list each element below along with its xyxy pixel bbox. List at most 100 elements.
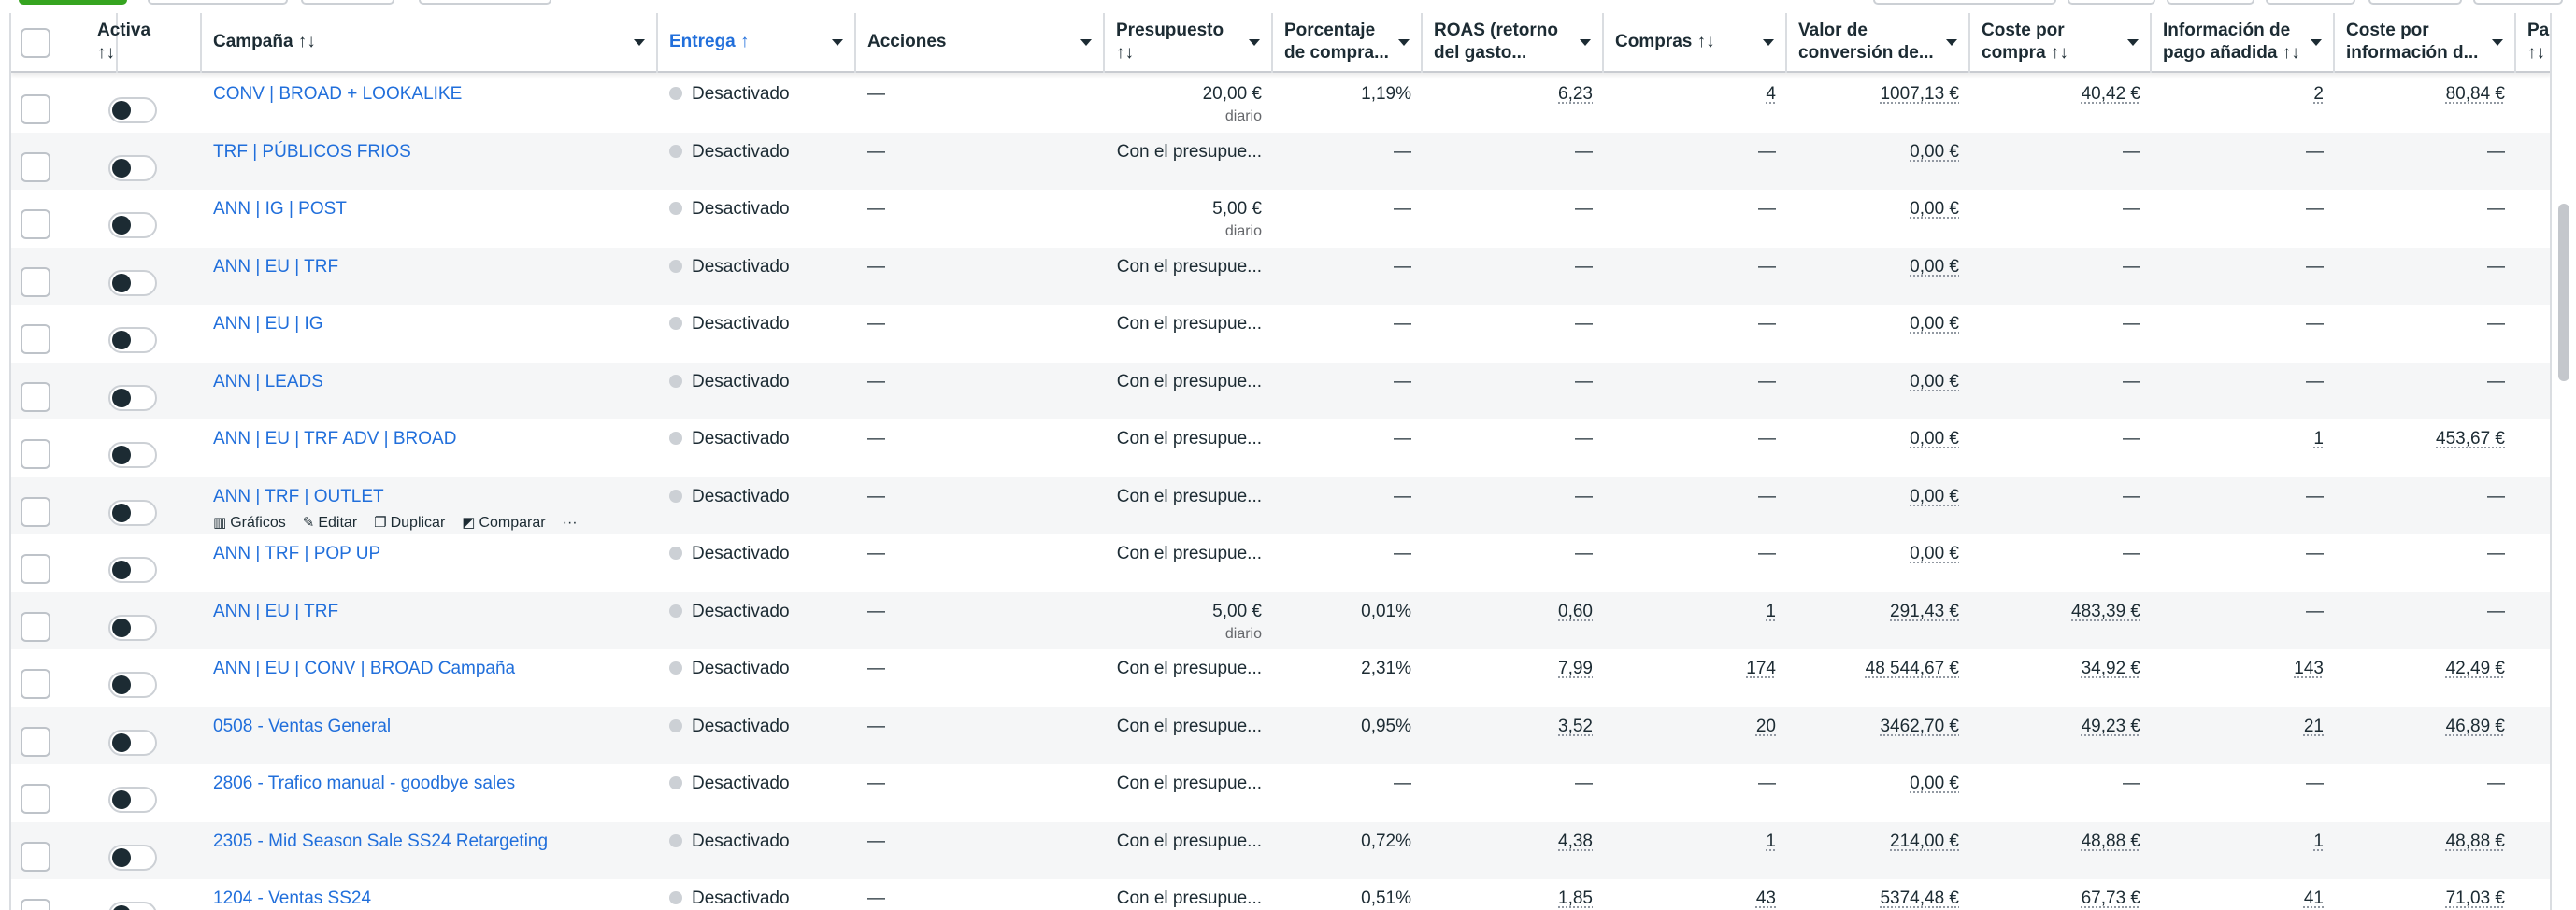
row-checkbox[interactable] <box>21 899 50 910</box>
chevron-down-icon[interactable] <box>1580 39 1591 46</box>
active-toggle[interactable] <box>108 269 157 296</box>
active-toggle[interactable] <box>108 614 157 641</box>
table-row[interactable]: TRF | PÚBLICOS FRIOS Desactivado — Con el p… <box>11 132 2550 190</box>
campaign-name-link[interactable]: 0508 - Ventas General <box>213 716 392 736</box>
charts-button[interactable]: ▥ Gráficos <box>213 515 286 531</box>
chevron-down-icon[interactable] <box>832 39 843 46</box>
active-toggle[interactable] <box>108 499 157 526</box>
toolbar-button[interactable] <box>2266 0 2355 5</box>
campaign-name-link[interactable]: ANN | EU | TRF ADV | BROAD <box>213 429 457 448</box>
column-header-info-pago[interactable]: Información de pago añadida ↑↓ <box>2152 13 2335 73</box>
table-row[interactable]: ANN | EU | CONV | BROAD Campaña Desactiva… <box>11 649 2550 707</box>
active-toggle[interactable] <box>108 902 157 910</box>
table-row[interactable]: ANN | LEADS Desactivado — Con el presupue..… <box>11 362 2550 419</box>
toolbar-button[interactable] <box>1873 0 2056 5</box>
table-row[interactable]: ANN | EU | IG Desactivado — Con el presupue… <box>11 305 2550 363</box>
chevron-down-icon[interactable] <box>1080 39 1092 46</box>
column-header-acciones[interactable]: Acciones <box>856 13 1105 73</box>
campaign-name-link[interactable]: ANN | EU | IG <box>213 314 323 334</box>
active-toggle[interactable] <box>108 557 157 583</box>
table-row[interactable]: 2806 - Trafico manual - goodbye sales Des… <box>11 764 2550 822</box>
column-header-coste-compra[interactable]: Coste por compra ↑↓ <box>1970 13 2152 73</box>
chevron-down-icon[interactable] <box>2127 39 2139 46</box>
toolbar-button[interactable] <box>148 0 288 5</box>
active-toggle[interactable] <box>108 154 157 181</box>
row-checkbox[interactable] <box>21 94 50 124</box>
table-row[interactable]: ANN | EU | TRF Desactivado — 5,00 € diario 0,… <box>11 591 2550 649</box>
active-toggle[interactable] <box>108 327 157 353</box>
toolbar-button[interactable] <box>2368 0 2462 5</box>
chevron-down-icon[interactable] <box>1946 39 1957 46</box>
campaign-name-link[interactable]: ANN | EU | TRF <box>213 601 339 621</box>
more-options-button[interactable]: ··· <box>563 515 578 531</box>
campaign-name-link[interactable]: ANN | TRF | OUTLET <box>213 486 384 506</box>
row-checkbox[interactable] <box>21 324 50 354</box>
column-header-entrega[interactable]: Entrega ↑ <box>658 13 856 73</box>
table-row[interactable]: ANN | TRF | POP UP Desactivado — Con el pre… <box>11 534 2550 592</box>
column-header-presupuesto[interactable]: Presupuesto ↑↓ <box>1105 13 1273 73</box>
column-header-pagos[interactable]: Pagos ↑↓ <box>2527 21 2550 63</box>
campaign-name-link[interactable]: ANN | TRF | POP UP <box>213 544 381 563</box>
duplicate-button[interactable]: ❐ Duplicar <box>374 515 445 531</box>
row-checkbox[interactable] <box>21 554 50 584</box>
campaign-name-link[interactable]: TRF | PÚBLICOS FRIOS <box>213 141 411 162</box>
toolbar-button-primary[interactable] <box>19 0 127 5</box>
active-toggle[interactable] <box>108 787 157 813</box>
active-toggle[interactable] <box>108 97 157 123</box>
toolbar-button[interactable] <box>2473 0 2563 5</box>
row-checkbox[interactable] <box>21 784 50 814</box>
column-header-porcentaje-compra[interactable]: Porcentaje de compra... <box>1273 13 1423 73</box>
row-checkbox[interactable] <box>21 209 50 239</box>
chevron-down-icon[interactable] <box>1763 39 1774 46</box>
compare-button[interactable]: ◩ Comparar <box>462 515 545 531</box>
table-row[interactable]: CONV | BROAD + LOOKALIKE Desactivado — 20,0… <box>11 75 2550 133</box>
column-header-roas[interactable]: ROAS (retorno del gasto... <box>1423 13 1604 73</box>
table-row[interactable]: ANN | TRF | OUTLET ▥ Gráficos ✎ Editar ❐ Dupli… <box>11 476 2550 534</box>
campaign-name-link[interactable]: ANN | IG | POST <box>213 199 347 219</box>
table-row[interactable]: 0508 - Ventas General Desactivado — Con el … <box>11 706 2550 764</box>
campaign-name-link[interactable]: 2305 - Mid Season Sale SS24 Retargeting <box>213 831 549 851</box>
column-header-coste-info[interactable]: Coste por información d... <box>2335 13 2516 73</box>
column-header-activa[interactable]: Activa ↑↓ <box>86 13 202 73</box>
campaign-name-link[interactable]: 2806 - Trafico manual - goodbye sales <box>213 774 516 793</box>
toolbar-button[interactable] <box>301 0 394 5</box>
campaign-name-link[interactable]: CONV | BROAD + LOOKALIKE <box>213 84 463 104</box>
select-all-checkbox[interactable] <box>21 28 50 58</box>
active-toggle[interactable] <box>108 672 157 698</box>
campaign-name-link[interactable]: ANN | EU | CONV | BROAD Campaña <box>213 659 516 678</box>
row-checkbox[interactable] <box>21 266 50 297</box>
row-checkbox[interactable] <box>21 381 50 412</box>
row-checkbox[interactable] <box>21 496 50 527</box>
table-row[interactable]: ANN | IG | POST Desactivado — 5,00 € diario —… <box>11 190 2550 248</box>
toolbar-button[interactable] <box>2068 0 2155 5</box>
table-row[interactable]: 2305 - Mid Season Sale SS24 Retargeting D… <box>11 821 2550 879</box>
scrollbar-thumb[interactable] <box>2558 204 2569 381</box>
row-checkbox[interactable] <box>21 669 50 699</box>
row-checkbox[interactable] <box>21 439 50 469</box>
vertical-scrollbar[interactable] <box>2550 13 2576 910</box>
table-row[interactable]: ANN | EU | TRF Desactivado — Con el presupu… <box>11 247 2550 305</box>
table-row[interactable]: 1204 - Ventas SS24 Desactivado — Con el pre… <box>11 879 2550 910</box>
active-toggle[interactable] <box>108 844 157 871</box>
active-toggle[interactable] <box>108 212 157 238</box>
chevron-down-icon[interactable] <box>1398 39 1410 46</box>
campaign-name-link[interactable]: ANN | LEADS <box>213 371 323 391</box>
row-checkbox[interactable] <box>21 151 50 182</box>
row-checkbox[interactable] <box>21 841 50 872</box>
edit-button[interactable]: ✎ Editar <box>303 515 357 531</box>
column-header-compras[interactable]: Compras ↑↓ <box>1604 13 1787 73</box>
chevron-down-icon[interactable] <box>2311 39 2322 46</box>
active-toggle[interactable] <box>108 384 157 411</box>
row-checkbox[interactable] <box>21 611 50 642</box>
chevron-down-icon[interactable] <box>2492 39 2503 46</box>
chevron-down-icon[interactable] <box>634 39 645 46</box>
table-row[interactable]: ANN | EU | TRF ADV | BROAD Desactivado — Co… <box>11 419 2550 477</box>
chevron-down-icon[interactable] <box>1249 39 1260 46</box>
toolbar-button[interactable] <box>419 0 551 5</box>
active-toggle[interactable] <box>108 442 157 468</box>
active-toggle[interactable] <box>108 729 157 756</box>
column-header-valor-conversion[interactable]: Valor de conversión de... <box>1787 13 1970 73</box>
column-header-campana[interactable]: Campaña ↑↓ <box>202 13 658 73</box>
row-checkbox[interactable] <box>21 726 50 757</box>
toolbar-button[interactable] <box>2167 0 2254 5</box>
